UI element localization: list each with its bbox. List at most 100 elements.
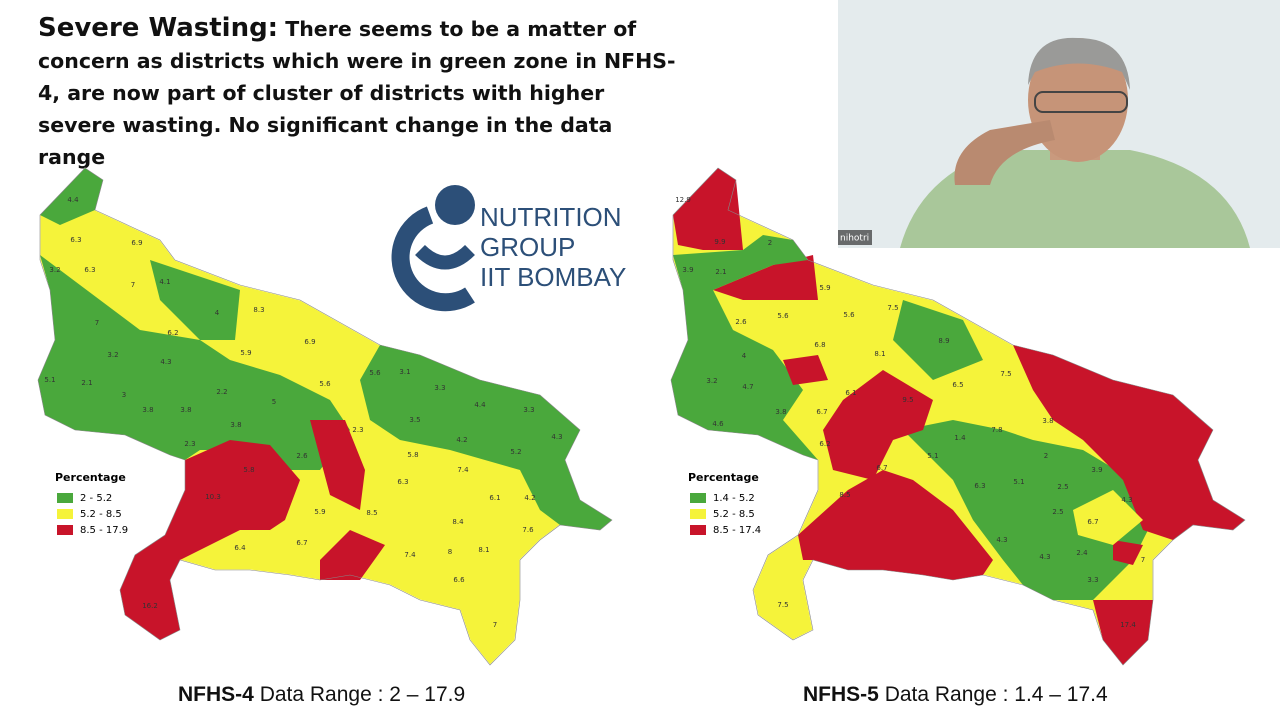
logo-text: IIT BOMBAY (480, 262, 626, 292)
district-label: 3.8 (142, 406, 153, 414)
district-label: 7.5 (777, 601, 788, 609)
district-label: 6.7 (816, 408, 827, 416)
district-label: 12.9 (675, 196, 691, 204)
district-label: 4.6 (712, 420, 724, 428)
district-label: 5.8 (243, 466, 254, 474)
zone (783, 355, 828, 385)
district-label: 9.9 (714, 238, 725, 246)
district-label: 3.1 (399, 368, 410, 376)
district-label: 6.6 (453, 576, 465, 584)
district-label: 16.2 (142, 602, 158, 610)
district-label: 7.4 (404, 551, 416, 559)
district-label: 6.7 (296, 539, 307, 547)
logo-text: GROUP (480, 232, 575, 262)
zone (671, 235, 818, 460)
zone (1013, 345, 1245, 540)
district-label: 3.3 (1087, 576, 1098, 584)
district-label: 7.5 (1000, 370, 1011, 378)
district-label: 5.1 (927, 452, 938, 460)
district-label: 6.9 (304, 338, 315, 346)
district-label: 6.4 (234, 544, 246, 552)
zone (1093, 600, 1153, 665)
legend-label: 8.5 - 17.4 (713, 525, 761, 536)
participant-name: nihotri (840, 234, 869, 244)
district-label: 4 (742, 352, 747, 360)
caption-label: NFHS-5 (803, 683, 879, 706)
district-label: 3.5 (409, 416, 420, 424)
district-label: 3.8 (775, 408, 786, 416)
video-inset: nihotri (838, 0, 1280, 248)
district-label: 7.4 (457, 466, 469, 474)
district-label: 6.1 (845, 389, 856, 397)
district-label: 7.8 (991, 426, 1002, 434)
district-label: 2 (768, 239, 772, 247)
district-label: 8.4 (452, 518, 464, 526)
district-label: 8.1 (874, 350, 885, 358)
zone (120, 440, 300, 640)
legend-label: 5.2 - 8.5 (80, 509, 122, 520)
zone (320, 530, 385, 580)
legend-swatch (690, 493, 706, 503)
district-label: 5.1 (1013, 478, 1024, 486)
district-label: 5.6 (319, 380, 331, 388)
caption: NFHS-4 Data Range : 2 – 17.9 (178, 683, 465, 707)
district-label: 8.5 (366, 509, 377, 517)
legend-label: 2 - 5.2 (80, 493, 112, 504)
district-label: 6.3 (84, 266, 95, 274)
district-label: 3.3 (434, 384, 445, 392)
legend-swatch (57, 525, 73, 535)
district-label: 7 (1141, 556, 1145, 564)
logo-text: NUTRITION (480, 202, 622, 232)
legend: Percentage 2 - 5.2 5.2 - 8.5 8.5 - 17.9 (55, 471, 128, 536)
district-label: 4.1 (159, 278, 170, 286)
district-label: 7 (95, 319, 99, 327)
caption: NFHS-5 Data Range : 1.4 – 17.4 (803, 683, 1108, 707)
legend-label: 5.2 - 8.5 (713, 509, 755, 520)
title: Severe Wasting: (38, 13, 279, 43)
district-label: 3.2 (107, 351, 118, 359)
caption-label: NFHS-4 (178, 683, 254, 706)
district-label: 6.3 (397, 478, 408, 486)
state-outline (670, 167, 1246, 666)
state-outline (37, 167, 613, 666)
district-label: 8.5 (839, 491, 850, 499)
district-label: 5.2 (510, 448, 521, 456)
district-label: 10.3 (205, 493, 221, 501)
district-label: 6.2 (167, 329, 178, 337)
district-label: 8.9 (938, 337, 949, 345)
district-label: 5.8 (407, 451, 418, 459)
district-label: 3.2 (49, 266, 60, 274)
district-label: 1.4 (954, 434, 966, 442)
zone (1113, 540, 1143, 565)
district-label: 3 (122, 391, 126, 399)
header-text: There seems to be a matter of concern as… (38, 17, 676, 169)
district-label: 5 (272, 398, 276, 406)
zone (673, 168, 743, 250)
district-label: 8.3 (253, 306, 264, 314)
zone (40, 168, 103, 225)
zone (713, 255, 818, 300)
district-label: 3.9 (1091, 466, 1102, 474)
district-label: 5.9 (240, 349, 251, 357)
district-label: 4.3 (1121, 496, 1132, 504)
district-label: 5.6 (843, 311, 855, 319)
caption-text: Data Range : 2 – 17.9 (259, 683, 466, 706)
district-label: 4.3 (551, 433, 562, 441)
zone (150, 260, 240, 340)
district-label: 2.5 (1057, 483, 1068, 491)
district-label: 5.6 (777, 312, 789, 320)
legend-title: Percentage (688, 471, 759, 484)
district-label: 6.7 (876, 464, 887, 472)
map: Percentage 1.4 - 5.2 5.2 - 8.5 8.5 - 17.4 (670, 167, 1246, 666)
district-label: 7 (131, 281, 135, 289)
district-label: 5.9 (819, 284, 830, 292)
district-label: 7.5 (887, 304, 898, 312)
district-label: 2 (1044, 452, 1048, 460)
district-label: 9.5 (902, 396, 913, 404)
district-label: 6.1 (489, 494, 500, 502)
district-label: 7 (493, 621, 497, 629)
district-label: 8 (448, 548, 452, 556)
district-label: 6.9 (131, 239, 142, 247)
